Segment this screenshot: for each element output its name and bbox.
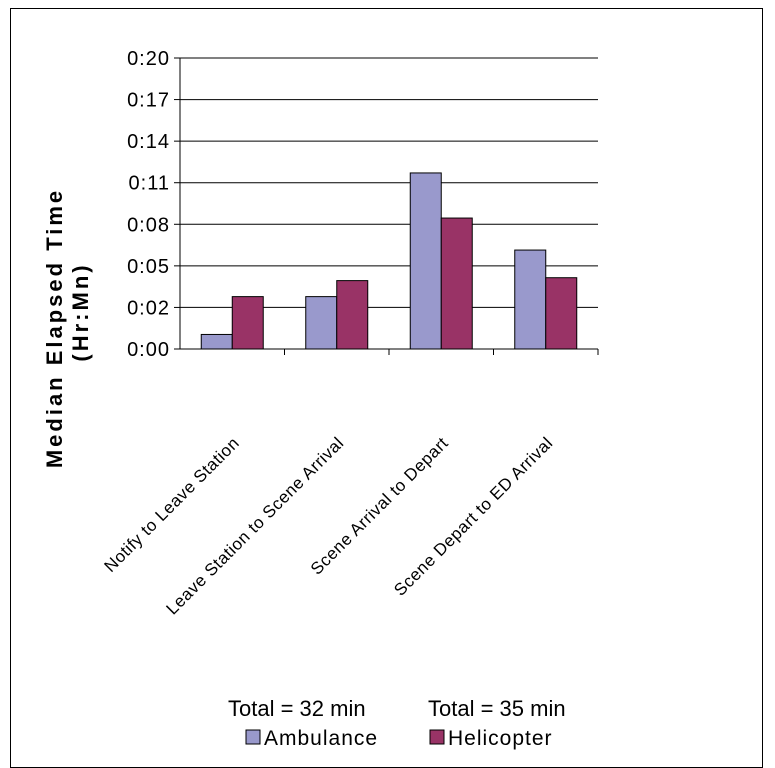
y-tick-label: 0:05 — [127, 256, 170, 278]
legend-label-ambulance: Ambulance — [264, 727, 378, 750]
y-axis-unit-label: (Hr:Mn) — [68, 262, 93, 361]
bars — [200, 172, 578, 350]
y-tick-label: 0:14 — [127, 131, 170, 153]
bar-ambulance-3 — [409, 172, 442, 350]
legend-swatch-ambulance — [245, 729, 261, 745]
chart-frame — [10, 8, 763, 768]
y-tick-label: 0:02 — [127, 297, 170, 319]
y-tick-label: 0:11 — [129, 173, 170, 195]
axes — [174, 57, 599, 355]
legend-label-helicopter: Helicopter — [448, 727, 553, 750]
y-tick-labels: 0:00 0:02 0:05 0:08 0:11 0:14 0:17 0:20 — [127, 48, 170, 361]
bar-helicopter-4 — [545, 277, 578, 350]
y-tick-label: 0:00 — [127, 339, 170, 361]
y-axis-label: Median Elapsed Time — [42, 188, 67, 468]
y-tick-label: 0:08 — [127, 214, 170, 236]
bar-ambulance-4 — [514, 249, 547, 350]
ambulance-total: Total = 32 min — [228, 696, 366, 721]
bar-helicopter-1 — [231, 296, 264, 350]
bar-ambulance-1 — [200, 333, 233, 350]
bar-ambulance-2 — [305, 296, 338, 350]
y-tick-label: 0:20 — [127, 48, 170, 70]
category-label: Leave Station to Scene Arrival — [162, 433, 347, 618]
legend-swatch-helicopter — [429, 729, 445, 745]
helicopter-total: Total = 35 min — [428, 696, 566, 721]
bar-helicopter-3 — [440, 217, 473, 350]
y-tick-label: 0:17 — [127, 90, 170, 112]
bar-helicopter-2 — [336, 280, 369, 350]
